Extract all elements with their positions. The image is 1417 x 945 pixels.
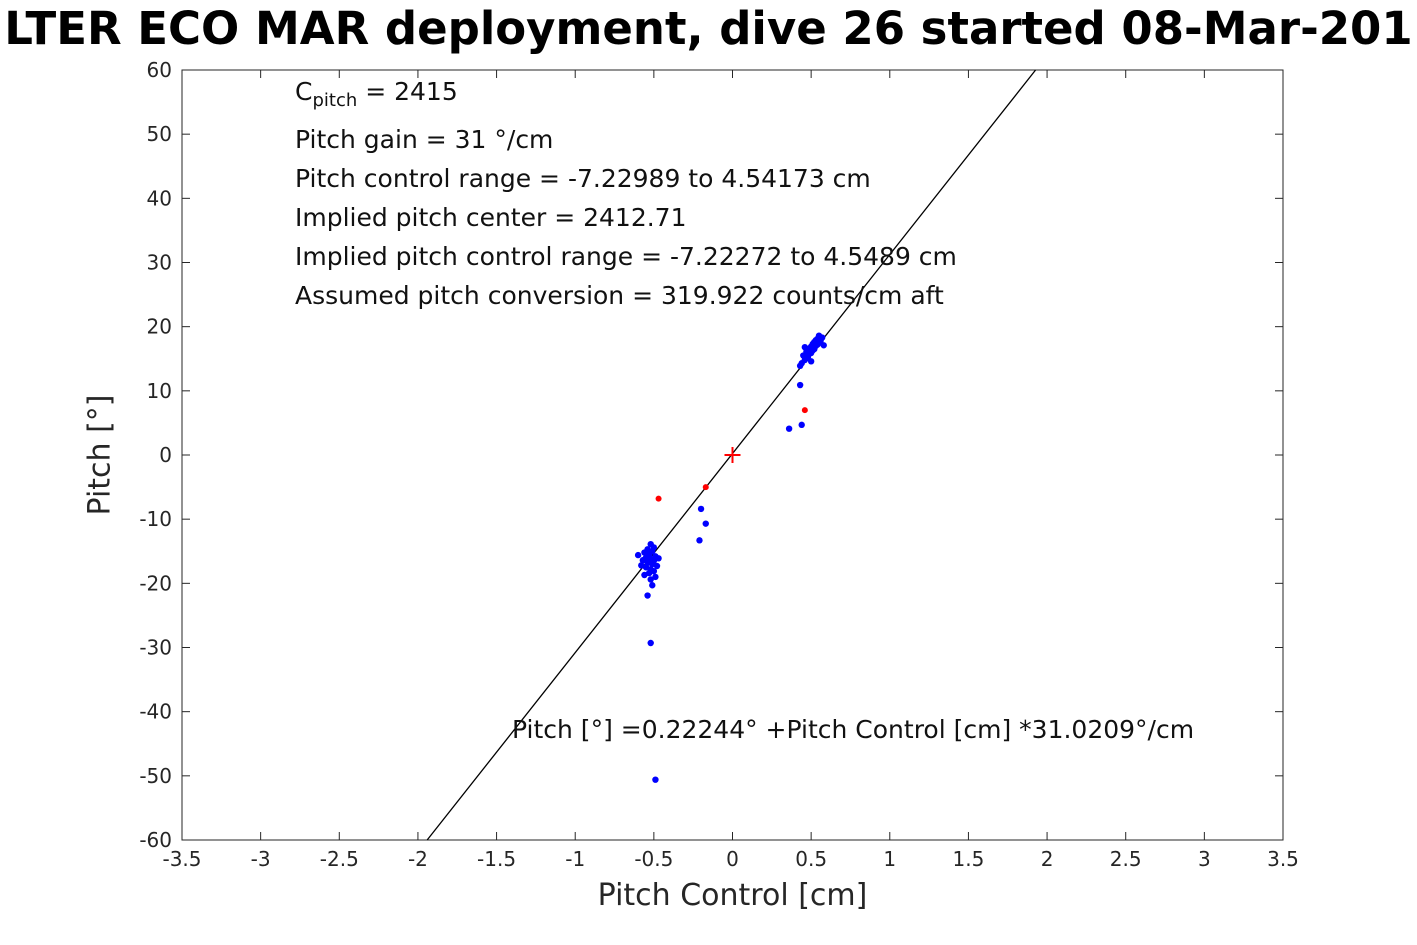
x-tick-label: 0 [726, 847, 739, 871]
pitch-data-point [653, 562, 661, 570]
flagged-data-point [655, 495, 662, 502]
x-tick-label: -2 [408, 847, 428, 871]
cpitch-suffix: = 2415 [357, 77, 458, 106]
pitch-data-point [652, 776, 659, 783]
y-tick-label: 10 [147, 379, 172, 403]
y-tick-label: 0 [159, 443, 172, 467]
pitch-data-point [801, 344, 809, 351]
annotation-pitch-control-range: Pitch control range = -7.22989 to 4.5417… [295, 164, 871, 193]
pitch-data-point [655, 555, 662, 562]
annotation-implied-pitch-control-range: Implied pitch control range = -7.22272 t… [295, 242, 957, 271]
pitch-data-point [639, 557, 647, 564]
y-tick-label: -30 [139, 636, 172, 660]
y-tick-label: -60 [139, 828, 172, 852]
pitch-data-point [638, 562, 645, 569]
annotation-implied-pitch-center: Implied pitch center = 2412.71 [295, 203, 687, 232]
y-tick-label: 40 [147, 186, 172, 210]
pitch-data-point [649, 582, 656, 589]
annotation-assumed-pitch-conversion: Assumed pitch conversion = 319.922 count… [295, 281, 944, 310]
stats-annotation: Cpitch = 2415 Pitch gain = 31 °/cm Pitch… [295, 72, 957, 315]
pitch-data-point [647, 576, 654, 583]
y-tick-label: 30 [147, 251, 172, 275]
y-tick-label: -40 [139, 700, 172, 724]
x-tick-label: 1 [883, 847, 896, 871]
x-tick-label: -3.5 [162, 847, 201, 871]
x-tick-label: -1.5 [477, 847, 516, 871]
pitch-data-point [796, 381, 804, 389]
x-tick-label: -1 [565, 847, 585, 871]
cpitch-subscript: pitch [312, 90, 358, 111]
pitch-data-point [820, 342, 827, 349]
y-tick-label: 60 [147, 58, 172, 82]
x-tick-label: 3.5 [1267, 847, 1299, 871]
cpitch-prefix: C [295, 77, 313, 106]
pitch-data-point [815, 332, 823, 339]
pitch-data-point [644, 592, 651, 599]
pitch-data-point [807, 358, 815, 365]
x-axis-label: Pitch Control [cm] [597, 878, 868, 913]
y-tick-label: 50 [147, 122, 172, 146]
pitch-data-point [647, 639, 654, 647]
pitch-data-point [798, 421, 805, 429]
pitch-data-point [785, 425, 793, 432]
pitch-data-point [696, 537, 703, 544]
y-tick-label: -10 [139, 507, 172, 531]
pitch-data-point [634, 551, 642, 559]
annotation-cpitch: Cpitch = 2415 [295, 72, 957, 120]
y-tick-label: -50 [139, 764, 172, 788]
x-tick-label: 2 [1041, 847, 1054, 871]
x-tick-label: 3 [1198, 847, 1211, 871]
flagged-data-point [801, 407, 808, 414]
pitch-data-point [796, 362, 804, 370]
x-tick-label: -3 [251, 847, 271, 871]
y-tick-label: 20 [147, 315, 172, 339]
flagged-data-point [702, 484, 709, 491]
pitch-data-point [641, 571, 648, 579]
x-tick-label: 2.5 [1110, 847, 1142, 871]
y-axis-label: Pitch [°] [82, 394, 118, 516]
x-tick-label: 1.5 [953, 847, 985, 871]
x-tick-label: -0.5 [634, 847, 673, 871]
chart-title: LTER ECO MAR deployment, dive 26 started… [4, 2, 1413, 55]
pitch-data-point [702, 520, 709, 527]
x-tick-label: 0.5 [795, 847, 827, 871]
x-tick-label: -2.5 [320, 847, 359, 871]
pitch-data-point [652, 573, 659, 581]
y-tick-label: -20 [139, 571, 172, 595]
annotation-pitch-gain: Pitch gain = 31 °/cm [295, 125, 554, 154]
pitch-data-point [697, 505, 705, 513]
fit-equation-label: Pitch [°] =0.22244° +Pitch Control [cm] … [512, 715, 1195, 744]
